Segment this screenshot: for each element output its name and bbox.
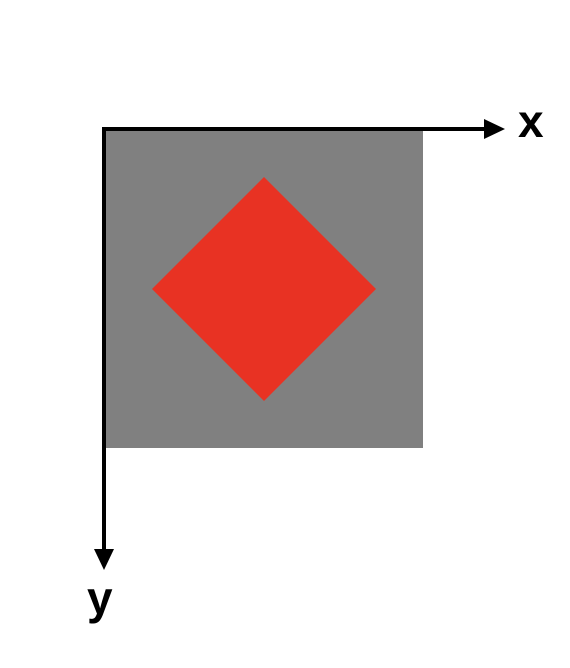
x-axis: [102, 119, 505, 139]
y-axis: [94, 127, 114, 570]
x-axis-label: x: [518, 95, 544, 147]
y-axis-label: y: [87, 572, 113, 624]
y-axis-arrow-icon: [94, 549, 114, 570]
red-diamond: [152, 177, 376, 401]
x-axis-arrow-icon: [484, 119, 505, 139]
